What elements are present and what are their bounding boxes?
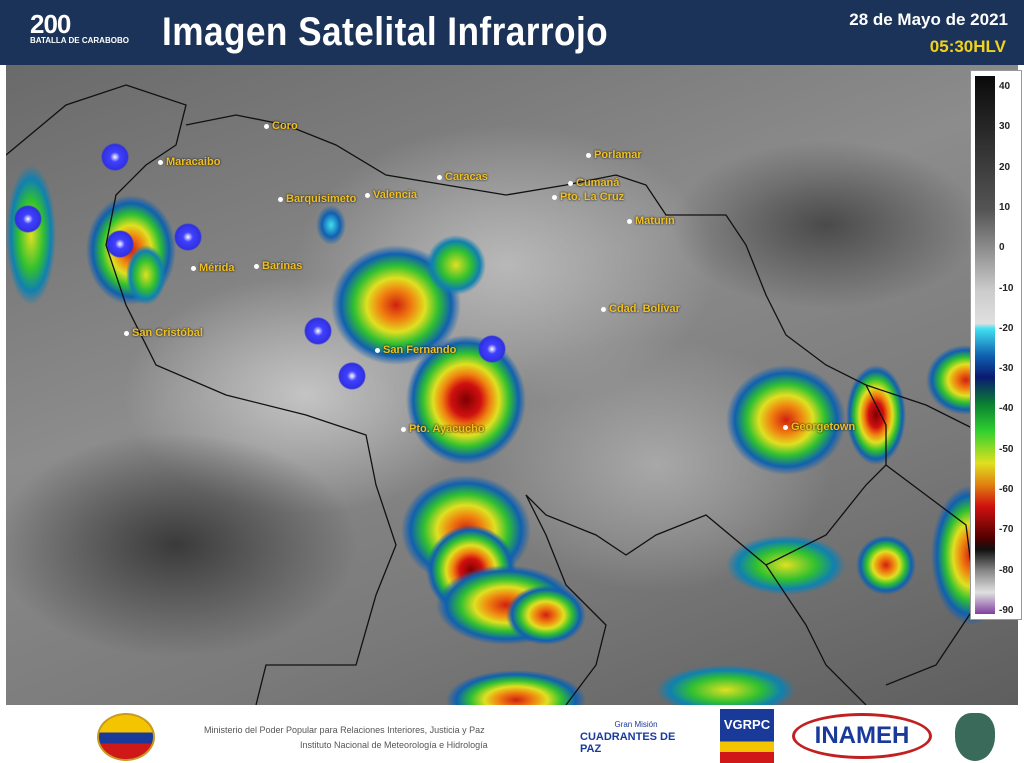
storm-cell	[6, 165, 56, 305]
colorbar-tick: 30	[999, 121, 1011, 133]
city-label: Coro	[264, 120, 298, 132]
satellite-map: Coro Maracaibo Barquisimeto Valencia Car…	[6, 65, 1018, 705]
country-borders	[6, 84, 1007, 705]
colorbar-tick: -40	[999, 403, 1014, 415]
city-label: San Cristóbal	[124, 327, 203, 339]
colorbar-tick: -60	[999, 484, 1014, 495]
city-label: Cumaná	[568, 177, 619, 189]
city-label: Maturín	[627, 215, 675, 227]
inameh-logo: INAMEH	[792, 713, 932, 759]
colorbar-tick: -80	[999, 564, 1014, 576]
lightning-marker	[14, 205, 42, 233]
police-badge-logo	[955, 713, 995, 761]
vgrpc-logo: VGRPC	[720, 709, 774, 763]
storm-cell	[316, 205, 346, 245]
lightning-marker	[338, 362, 366, 390]
cuadrantes-de-paz-logo: Gran Misión CUADRANTES DE PAZ	[580, 720, 676, 755]
lightning-marker	[304, 317, 332, 345]
city-label: Georgetown	[783, 421, 855, 433]
storm-cell	[856, 535, 916, 595]
page-title: Imagen Satelital Infrarrojo	[162, 10, 609, 54]
colorbar-tick: 20	[999, 161, 1011, 173]
storm-cell	[126, 245, 166, 305]
city-label: Barquisimeto	[278, 193, 356, 205]
colorbar-tick: 10	[999, 201, 1011, 213]
city-label: Caracas	[437, 171, 488, 183]
city-label: Cdad. Bolívar	[601, 303, 680, 315]
city-label: Valencia	[365, 189, 417, 201]
lightning-marker	[174, 223, 202, 251]
storm-cell	[426, 235, 486, 295]
city-label: Mérida	[191, 262, 234, 274]
colorbar-tick: -50	[999, 443, 1014, 455]
colorbar-gradient	[975, 76, 995, 614]
storm-cell	[726, 365, 846, 475]
city-label: Maracaibo	[158, 156, 220, 168]
city-label: Barinas	[254, 260, 302, 272]
city-label: Porlamar	[586, 149, 642, 161]
temperature-colorbar: 40 30 20 10 0 -10 -20 -30 -40 -50 -60 -70 -80 -90	[970, 70, 1022, 620]
city-label: Pto. Ayacucho	[401, 423, 485, 435]
colorbar-tick: -70	[999, 524, 1014, 536]
venezuela-shield-logo	[97, 713, 155, 761]
colorbar-tick: 0	[999, 242, 1005, 254]
lightning-marker	[106, 230, 134, 258]
ministry-text: Ministerio del Poder Popular para Relaci…	[204, 725, 485, 735]
colorbar-tick: 40	[999, 81, 1011, 92]
storm-cell	[656, 665, 796, 705]
bicentennial-logo: 200 BATALLA DE CARABOBO	[30, 9, 129, 45]
city-label: Pto. La Cruz	[552, 191, 624, 203]
storm-cell	[406, 335, 526, 465]
footer: Ministerio del Poder Popular para Relaci…	[0, 705, 1024, 763]
institute-text: Instituto Nacional de Meteorología e Hid…	[300, 740, 488, 750]
colorbar-tick: -20	[999, 322, 1014, 334]
storm-cell	[726, 535, 846, 595]
lightning-marker	[101, 143, 129, 171]
lightning-marker	[478, 335, 506, 363]
time-label: 05:30HLV	[929, 37, 1006, 56]
colorbar-tick: -90	[999, 604, 1014, 616]
city-label: San Fernando	[375, 344, 456, 356]
colorbar-tick: -10	[999, 282, 1014, 294]
storm-cell	[506, 585, 586, 645]
date-label: 28 de Mayo de 2021	[849, 10, 1008, 29]
colorbar-tick: -30	[999, 363, 1014, 375]
storm-cell	[846, 365, 906, 465]
header: 200 BATALLA DE CARABOBO Imagen Satelital …	[0, 0, 1024, 65]
